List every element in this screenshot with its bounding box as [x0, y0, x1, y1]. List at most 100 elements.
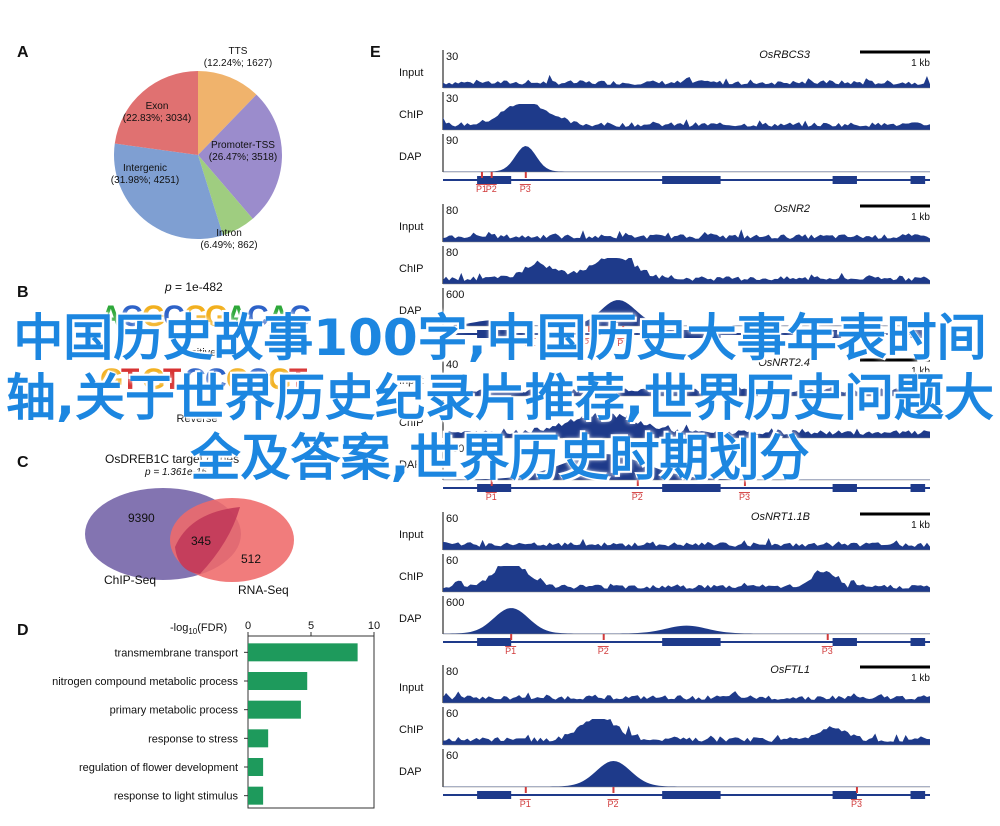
- rna-only-count: 512: [241, 552, 261, 566]
- signal-track: [443, 146, 930, 172]
- bar-response-to-stress: [248, 729, 269, 748]
- exon-block: [662, 484, 721, 492]
- peak-marker: [490, 172, 493, 178]
- pie-label-name: Promoter-TSS: [211, 140, 275, 151]
- motif-pvalue: p = 1e-482: [165, 280, 223, 294]
- track-row-label: DAP: [399, 151, 422, 163]
- track-scale: 80: [446, 205, 458, 217]
- exon-block: [832, 484, 857, 492]
- peak-marker: [524, 172, 527, 178]
- peak-marker: [855, 787, 858, 793]
- pie-label-name: Exon: [146, 101, 169, 112]
- track-scale: 60: [446, 750, 458, 762]
- pie-label-value: (31.98%; 4251): [111, 175, 179, 186]
- pie-label-name: TTS: [229, 46, 248, 57]
- pie-slice-promoter-tss: [198, 94, 283, 219]
- track-scale: 60: [446, 708, 458, 720]
- pie-label-value: (26.47%; 3518): [209, 152, 277, 163]
- track-scale: 40: [446, 401, 458, 413]
- signal-track: [443, 300, 930, 326]
- gene-track-block: OsNRT2.4 1 kb 40 Input 40 ChIP 400 DAP P1 P2 P3: [399, 357, 930, 502]
- bar-primary-metabolic-process: [248, 700, 301, 719]
- gene-name: OsNRT2.4: [758, 357, 810, 369]
- exon-block: [662, 638, 721, 646]
- reverse-motif-label: Reverse: [177, 413, 218, 425]
- positive-motif-letter: G: [142, 300, 165, 333]
- track-scale: 600: [446, 289, 464, 301]
- track-row-label: Input: [399, 221, 423, 233]
- signal-track: [443, 412, 930, 438]
- pie-label-name: Intron: [216, 228, 242, 239]
- track-row-label: Input: [399, 529, 423, 541]
- signal-track: [443, 608, 930, 634]
- chip-only-count: 9390: [128, 511, 155, 525]
- track-row-label: Input: [399, 682, 423, 694]
- fdr-axis-title-suffix: (FDR): [197, 622, 228, 634]
- scale-bar-label: 1 kb: [911, 520, 930, 531]
- track-scale: 80: [446, 247, 458, 259]
- overlap-count: 345: [191, 534, 211, 548]
- exon-block: [662, 330, 721, 338]
- peak-label: P2: [632, 492, 643, 502]
- reverse-motif-letter: C: [205, 363, 227, 396]
- peak-marker: [602, 634, 605, 640]
- peak-label: P3: [739, 492, 750, 502]
- peak-label: P1: [505, 646, 516, 656]
- positive-motif-letter: G: [184, 300, 207, 333]
- peak-marker: [480, 172, 483, 178]
- track-row-label: Input: [399, 375, 423, 387]
- venn-title: OsDREB1C target genes: [105, 452, 240, 466]
- x-tick-label: 10: [368, 620, 380, 632]
- peak-label: P3: [822, 646, 833, 656]
- exon-block: [477, 791, 512, 799]
- exon-block: [477, 176, 512, 184]
- exon-block: [832, 176, 857, 184]
- positive-motif-letter: A: [226, 300, 248, 333]
- signal-track: [443, 761, 930, 787]
- track-scale: 400: [446, 443, 464, 455]
- category-label: response to stress: [148, 733, 238, 745]
- gene-track-block: OsNRT1.1B 1 kb 60 Input 60 ChIP 600 DAP P1 P2 P3: [399, 511, 930, 656]
- scale-bar-label: 1 kb: [911, 673, 930, 684]
- peak-marker: [636, 480, 639, 486]
- panel-d-letter: D: [17, 622, 29, 639]
- peak-marker: [524, 787, 527, 793]
- gene-name: OsFTL1: [770, 664, 810, 676]
- track-row-label: DAP: [399, 305, 422, 317]
- go-bar-chart: 0 5 10 transmembrane transport nitrogen comp…: [52, 620, 380, 809]
- category-label: nitrogen compound metabolic process: [52, 676, 238, 688]
- exon-block: [832, 330, 857, 338]
- exon-block: [910, 484, 926, 492]
- motif-p-value: = 1e-482: [171, 280, 223, 294]
- reverse-motif-letter: C: [247, 363, 269, 396]
- track-row-label: ChIP: [399, 109, 423, 121]
- track-scale: 80: [446, 666, 458, 678]
- peak-marker: [588, 326, 591, 332]
- category-label: primary metabolic process: [110, 705, 239, 717]
- venn-pvalue: p = 1.361e-15: [145, 467, 207, 478]
- reverse-motif-letter: C: [184, 363, 206, 396]
- bar-response-to-light-stimulus: [248, 786, 264, 805]
- positive-motif-letter: C: [121, 300, 143, 333]
- peak-label: P3: [520, 184, 531, 194]
- track-row-label: DAP: [399, 613, 422, 625]
- track-scale: 90: [446, 135, 458, 147]
- category-label: transmembrane transport: [115, 647, 239, 659]
- pie-label-value: (22.83%; 3034): [123, 113, 191, 124]
- reverse-motif-letter: G: [100, 363, 123, 396]
- bar-plot-frame: [247, 635, 375, 809]
- signal-track: [443, 719, 930, 745]
- gene-name: OsRBCS3: [759, 49, 811, 61]
- track-row-label: Input: [399, 67, 423, 79]
- positive-motif-letter: A: [100, 300, 122, 333]
- chip-seq-label: ChIP-Seq: [104, 573, 156, 587]
- exon-block: [477, 484, 512, 492]
- reverse-motif-letter: G: [268, 363, 291, 396]
- bar-transmembrane-transport: [248, 643, 358, 662]
- positive-motif-letter: A: [268, 300, 290, 333]
- track-scale: 600: [446, 597, 464, 609]
- signal-track: [443, 691, 930, 703]
- pie-chart: TTS(12.24%; 1627) Promoter-TSS(26.47%; 35…: [111, 46, 283, 251]
- track-row-label: ChIP: [399, 724, 423, 736]
- peak-label: P1: [525, 338, 536, 348]
